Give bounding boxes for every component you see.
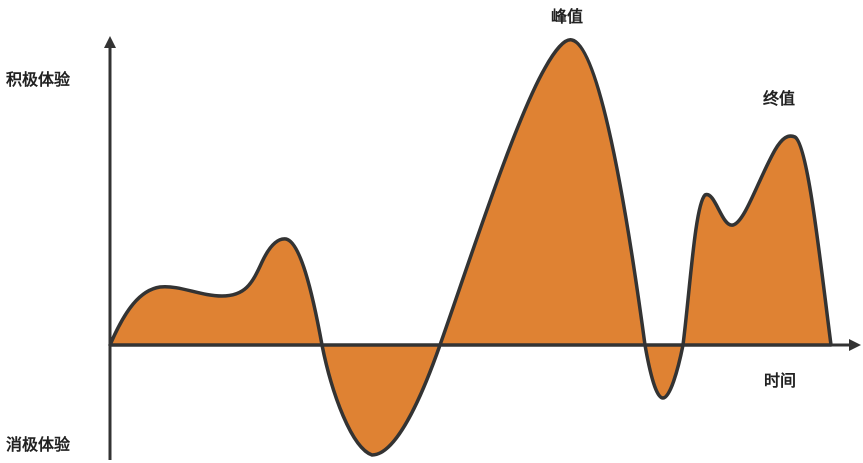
time-axis-label: 时间 — [764, 371, 797, 390]
experience-curve — [108, 38, 833, 457]
positive-experience-label: 积极体验 — [6, 70, 71, 89]
peak-label: 峰值 — [551, 7, 584, 26]
end-label: 终值 — [763, 89, 796, 108]
negative-experience-label: 消极体验 — [6, 435, 71, 454]
